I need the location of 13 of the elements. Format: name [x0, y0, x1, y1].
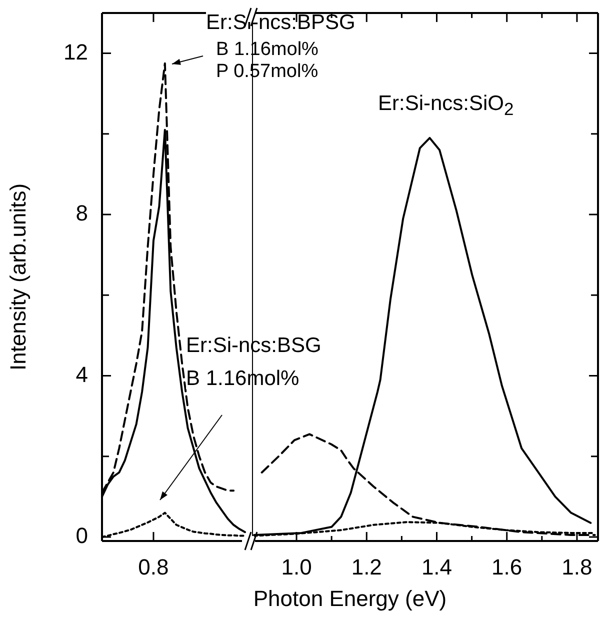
- y-tick-label: 8: [76, 200, 88, 226]
- x-tick-label: 1.2: [351, 554, 382, 580]
- y-tick-label: 12: [64, 39, 88, 64]
- y-tick-label: 0: [76, 523, 88, 548]
- annotation: Er:Si-ncs:SiO$_{2}$: [378, 92, 514, 120]
- x-axis-title: Photon Energy (eV): [102, 586, 598, 611]
- y-axis-title: Intensity (arb.units): [5, 183, 30, 371]
- x-tick-label: 1.0: [281, 554, 312, 580]
- x-tick-label: 1.4: [421, 554, 452, 580]
- x-tick-label: 1.6: [492, 554, 522, 580]
- x-tick-label: 0.8: [138, 554, 169, 580]
- x-tick-label: 1.8: [562, 554, 592, 580]
- y-tick-label: 4: [76, 362, 88, 387]
